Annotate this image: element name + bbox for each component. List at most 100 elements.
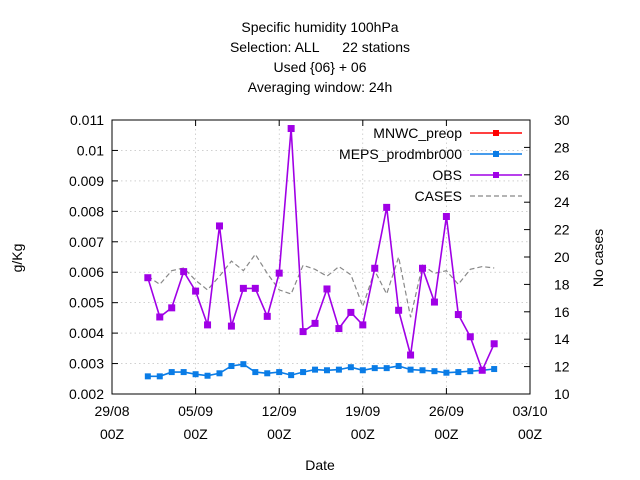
data-point-meps xyxy=(431,368,438,375)
y-tick-label: 0.004 xyxy=(69,325,104,341)
y-axis-label: g/Kg xyxy=(9,244,25,273)
data-point-meps xyxy=(288,372,295,379)
data-point-meps xyxy=(455,369,462,376)
data-point-meps xyxy=(419,367,426,374)
x-tick-label: 03/10 xyxy=(512,403,547,419)
data-point-meps xyxy=(144,373,151,380)
x-tick-label-time: 00Z xyxy=(351,426,376,442)
title-line: Specific humidity 100hPa xyxy=(241,19,398,35)
data-point-obs xyxy=(311,319,319,327)
y2-tick-label: 22 xyxy=(554,222,570,238)
y-tick-label: 0.005 xyxy=(69,295,104,311)
legend-marker-obs xyxy=(493,172,499,178)
data-point-obs xyxy=(323,285,331,293)
data-point-meps xyxy=(335,366,342,373)
data-point-meps xyxy=(467,368,474,375)
legend-label-obs: OBS xyxy=(432,167,462,183)
data-point-obs xyxy=(383,203,391,211)
legend-marker-meps-prodmbr000 xyxy=(493,151,499,157)
y-tick-label: 0.008 xyxy=(69,203,104,219)
series-line-cases xyxy=(147,253,495,318)
y2-tick-label: 20 xyxy=(554,249,570,265)
data-point-obs xyxy=(299,328,307,336)
y-tick-label: 0.01 xyxy=(77,142,104,158)
y2-tick-label: 14 xyxy=(554,331,570,347)
data-point-obs xyxy=(478,366,486,374)
series-meps xyxy=(144,361,498,380)
data-point-obs xyxy=(204,321,212,329)
y2-tick-label: 18 xyxy=(554,276,570,292)
x-tick-label-time: 00Z xyxy=(434,426,459,442)
x-tick-label-time: 00Z xyxy=(100,426,125,442)
data-point-obs xyxy=(168,304,176,312)
data-point-meps xyxy=(443,369,450,376)
data-point-obs xyxy=(395,306,403,314)
y-tick-label: 0.009 xyxy=(69,173,104,189)
data-point-obs xyxy=(144,274,152,282)
data-point-obs xyxy=(263,312,271,320)
data-point-obs xyxy=(407,351,415,359)
x-tick-label: 12/09 xyxy=(262,403,297,419)
series-line-obs xyxy=(147,128,495,373)
data-point-meps xyxy=(168,369,175,376)
chart-title: Specific humidity 100hPa Selection: ALL 2… xyxy=(230,19,410,95)
data-point-obs xyxy=(251,284,259,292)
y2-tick-label: 16 xyxy=(554,304,570,320)
data-point-meps xyxy=(407,366,414,373)
x-tick-label: 19/09 xyxy=(345,403,380,419)
y2-tick-label: 12 xyxy=(554,359,570,375)
data-point-meps xyxy=(228,362,235,369)
data-point-meps xyxy=(180,369,187,376)
y2-tick-label: 10 xyxy=(554,386,570,402)
series-line-meps xyxy=(147,363,495,378)
data-point-obs xyxy=(287,125,295,133)
data-point-meps xyxy=(347,364,354,371)
legend-label-mnwc-preop: MNWC_preop xyxy=(373,125,462,141)
x-tick-label-time: 00Z xyxy=(267,426,292,442)
title-line: Selection: ALL 22 stations xyxy=(230,39,410,55)
data-point-meps xyxy=(395,362,402,369)
data-point-obs xyxy=(239,284,247,292)
legend-label-meps-prodmbr000: MEPS_prodmbr000 xyxy=(339,146,462,162)
series-layer xyxy=(144,125,498,380)
data-point-obs xyxy=(454,311,462,319)
axes: 0.002 0.003 0.004 0.005 0.006 0.007 0.008 0.009… xyxy=(69,112,570,442)
data-point-obs xyxy=(156,313,164,321)
y-tick-label: 0.002 xyxy=(69,386,104,402)
data-point-meps xyxy=(323,367,330,374)
grid xyxy=(112,120,530,394)
title-line: Averaging window: 24h xyxy=(248,79,393,95)
data-point-obs xyxy=(466,333,474,341)
data-point-obs xyxy=(359,321,367,329)
data-point-obs xyxy=(419,264,427,272)
data-point-obs xyxy=(215,222,223,230)
data-point-meps xyxy=(312,366,319,373)
y-tick-label: 0.007 xyxy=(69,234,104,250)
data-point-obs xyxy=(192,287,200,295)
data-point-obs xyxy=(430,298,438,306)
y2-tick-label: 30 xyxy=(554,112,570,128)
x-axis-label: Date xyxy=(305,457,335,473)
y2-tick-label: 24 xyxy=(554,194,570,210)
legend-marker-mnwc-preop xyxy=(493,130,499,136)
x-tick-label-time: 00Z xyxy=(518,426,543,442)
data-point-obs xyxy=(227,322,235,330)
x-tick-label-time: 00Z xyxy=(184,426,209,442)
data-point-obs xyxy=(442,213,450,221)
title-line: Used {06} + 06 xyxy=(273,59,366,75)
data-point-meps xyxy=(216,370,223,377)
data-point-meps xyxy=(156,373,163,380)
y-tick-label: 0.011 xyxy=(70,112,104,128)
data-point-meps xyxy=(252,369,259,376)
data-point-meps xyxy=(264,370,271,377)
data-point-obs xyxy=(371,264,379,272)
data-point-meps xyxy=(240,361,247,368)
x-tick-label: 05/09 xyxy=(178,403,213,419)
data-point-obs xyxy=(275,269,283,277)
data-point-meps xyxy=(300,369,307,376)
x-tick-label: 29/08 xyxy=(94,403,129,419)
x-tick-label: 26/09 xyxy=(429,403,464,419)
data-point-obs xyxy=(335,325,343,333)
legend-label-cases: CASES xyxy=(415,188,462,204)
